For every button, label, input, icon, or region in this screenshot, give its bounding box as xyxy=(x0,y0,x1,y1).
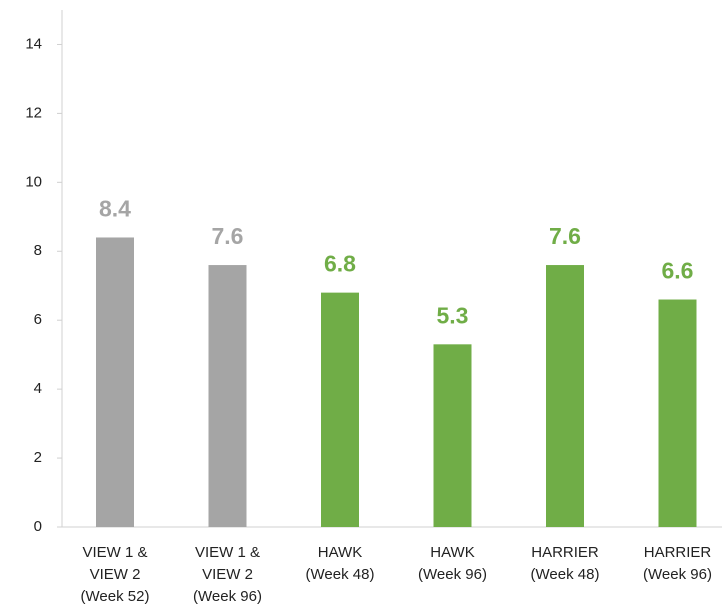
value-label: 8.4 xyxy=(99,196,131,222)
bar xyxy=(433,344,472,527)
y-tick-label: 4 xyxy=(34,380,42,397)
value-label: 6.6 xyxy=(662,258,694,284)
x-tick-label: VIEW 1 & VIEW 2 (Week 96) xyxy=(193,544,262,605)
value-label: 7.6 xyxy=(212,223,244,249)
y-tick-label: 10 xyxy=(25,173,42,190)
x-tick-label: HARRIER (Week 48) xyxy=(531,544,600,583)
x-tick-label: HARRIER (Week 96) xyxy=(643,544,712,583)
y-tick-label: 14 xyxy=(25,35,42,52)
y-tick-label: 2 xyxy=(34,449,42,466)
bar xyxy=(321,292,359,527)
y-tick-label: 8 xyxy=(34,242,42,259)
bar xyxy=(546,265,584,527)
x-tick-label: HAWK (Week 48) xyxy=(306,544,375,583)
y-tick-label: 0 xyxy=(34,518,42,535)
x-tick-label: HAWK (Week 96) xyxy=(418,544,487,583)
y-tick-label: 12 xyxy=(25,104,42,121)
value-label: 5.3 xyxy=(437,302,469,328)
value-label: 7.6 xyxy=(549,223,581,249)
bar xyxy=(658,299,697,527)
y-tick-label: 6 xyxy=(34,311,42,328)
value-label: 6.8 xyxy=(324,251,356,277)
x-tick-label: VIEW 1 & VIEW 2 (Week 52) xyxy=(81,544,150,605)
bar xyxy=(208,265,247,527)
bar xyxy=(96,237,134,528)
